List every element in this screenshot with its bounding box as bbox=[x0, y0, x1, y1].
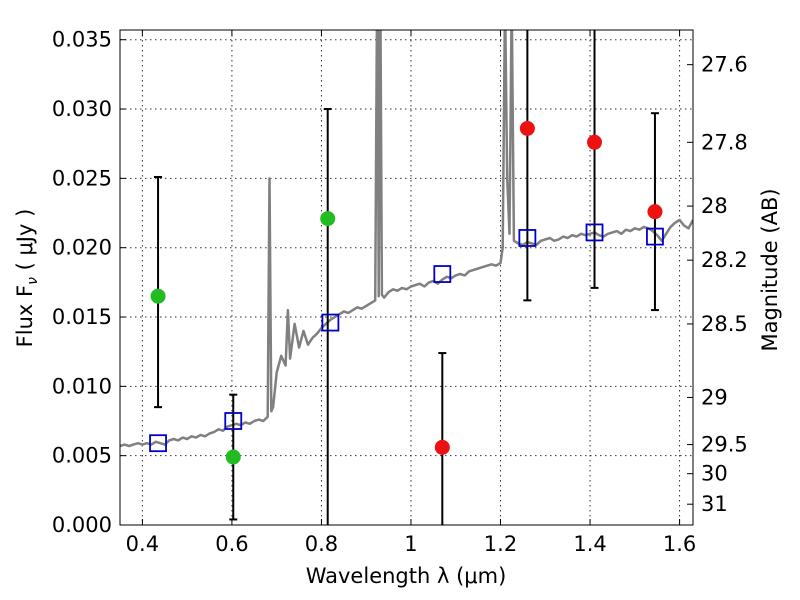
y2-axis-label: Magnitude (AB) bbox=[758, 188, 782, 351]
model-square bbox=[433, 265, 452, 283]
red-point bbox=[647, 204, 663, 220]
y-tick-label: 0.025 bbox=[52, 166, 112, 190]
y-tick-label: 0.010 bbox=[52, 374, 112, 398]
model-square bbox=[321, 313, 340, 332]
y2-tick-label: 29 bbox=[701, 385, 728, 409]
y-tick-label: 0.035 bbox=[52, 28, 112, 52]
y-tick-label: 0.005 bbox=[52, 444, 112, 468]
model-square bbox=[585, 223, 604, 242]
x-tick-label: 0.8 bbox=[305, 532, 338, 556]
y2-tick-label: 30 bbox=[701, 462, 728, 486]
y-tick-label: 0.015 bbox=[52, 305, 112, 329]
error-bars bbox=[149, 30, 664, 525]
model-square bbox=[646, 227, 664, 246]
plot-frame bbox=[119, 29, 694, 526]
x-axis-label: Wavelength λ (μm) bbox=[306, 564, 507, 588]
model-square bbox=[224, 412, 243, 430]
y2-tick-label: 31 bbox=[701, 492, 728, 516]
axis-labels: Wavelength λ (μm) Flux Fν ( μJy ) Magnit… bbox=[13, 188, 782, 588]
red-point bbox=[519, 120, 535, 136]
y-axis-label-unit: ( μJy ) bbox=[13, 209, 37, 277]
y2-tick-label: 28 bbox=[701, 194, 728, 218]
y-axis-label-main: Flux F bbox=[13, 285, 37, 347]
y2-tick-label: 28.2 bbox=[701, 248, 748, 272]
model-square bbox=[518, 229, 537, 247]
x-tick-label: 1.6 bbox=[663, 532, 696, 556]
y-tick-label: 0.030 bbox=[52, 97, 112, 121]
green-point bbox=[320, 211, 336, 227]
y-axis-label: Flux Fν ( μJy ) bbox=[13, 209, 41, 348]
y2-tick-label: 29.5 bbox=[701, 433, 748, 457]
grid bbox=[120, 30, 693, 525]
ticks: 0.4 0.6 0.8 1 1.2 1.4 1.6 0.000 0.005 0.010 0.015 0… bbox=[52, 28, 748, 556]
model-square bbox=[149, 434, 167, 453]
y-tick-label: 0.000 bbox=[52, 513, 112, 537]
y2-tick-label: 28.5 bbox=[701, 312, 748, 336]
x-tick-label: 0.6 bbox=[215, 532, 248, 556]
spectrum-line bbox=[120, 30, 693, 448]
red-point bbox=[587, 134, 603, 150]
x-tick-label: 1.2 bbox=[484, 532, 517, 556]
red-point bbox=[434, 439, 450, 455]
y-tick-label: 0.020 bbox=[52, 236, 112, 260]
x-tick-label: 1 bbox=[404, 532, 417, 556]
y2-tick-label: 27.8 bbox=[701, 130, 748, 154]
green-point bbox=[150, 288, 166, 304]
green-point bbox=[225, 449, 241, 465]
y2-tick-label: 27.6 bbox=[701, 53, 748, 77]
data-layer bbox=[120, 30, 693, 448]
x-tick-label: 0.4 bbox=[126, 532, 159, 556]
y-axis-label-sub: ν bbox=[25, 277, 41, 285]
x-tick-label: 1.4 bbox=[573, 532, 606, 556]
